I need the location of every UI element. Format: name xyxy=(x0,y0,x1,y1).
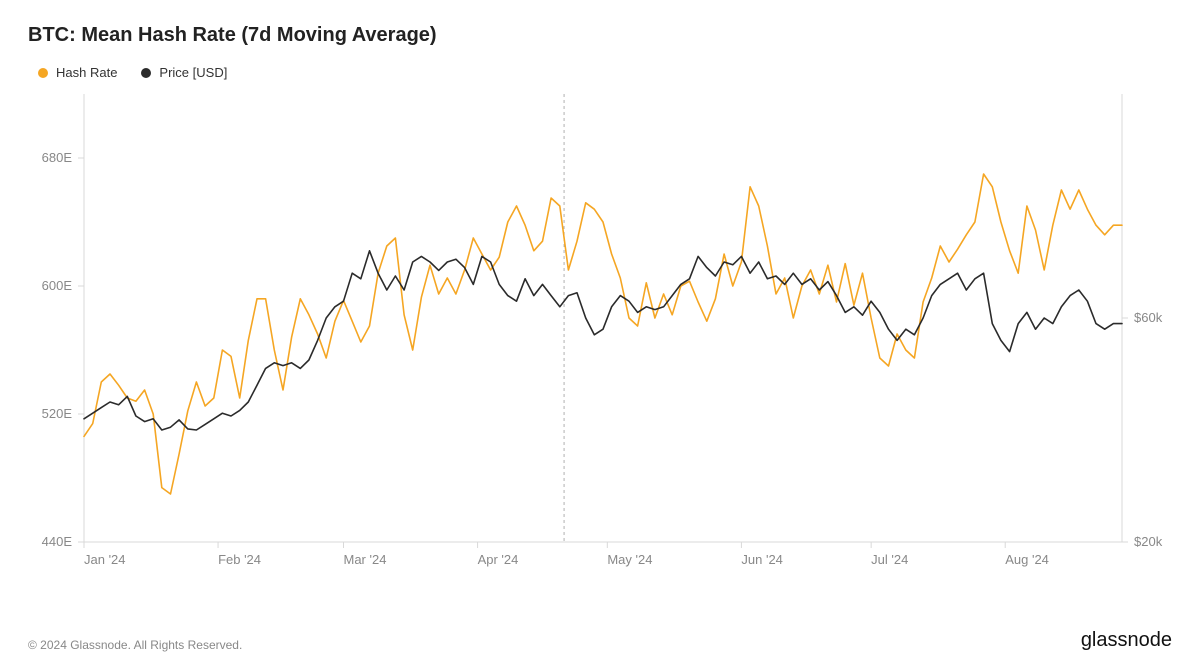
svg-text:Jun '24: Jun '24 xyxy=(741,552,783,567)
svg-text:Apr '24: Apr '24 xyxy=(478,552,519,567)
glassnode-logo: glassnode xyxy=(1081,629,1172,652)
legend-item-price: Price [USD] xyxy=(141,65,227,80)
svg-text:520E: 520E xyxy=(42,406,73,421)
svg-text:$60k: $60k xyxy=(1134,310,1163,325)
legend-dot-price xyxy=(141,68,151,78)
legend-label-hashrate: Hash Rate xyxy=(56,65,117,80)
svg-text:May '24: May '24 xyxy=(607,552,652,567)
legend-dot-hashrate xyxy=(38,68,48,78)
svg-text:$20k: $20k xyxy=(1134,534,1163,549)
svg-text:680E: 680E xyxy=(42,150,73,165)
svg-text:Aug '24: Aug '24 xyxy=(1005,552,1049,567)
line-chart: Jan '24 Feb '24 Mar '24 Apr '24 May '24 Jun '… xyxy=(28,86,1172,586)
svg-text:Mar '24: Mar '24 xyxy=(344,552,387,567)
copyright-text: © 2024 Glassnode. All Rights Reserved. xyxy=(28,638,242,652)
chart-area: Jan '24 Feb '24 Mar '24 Apr '24 May '24 Jun '… xyxy=(28,86,1172,586)
svg-text:Jan '24: Jan '24 xyxy=(84,552,126,567)
chart-title: BTC: Mean Hash Rate (7d Moving Average) xyxy=(28,24,1172,47)
svg-text:440E: 440E xyxy=(42,534,73,549)
svg-text:600E: 600E xyxy=(42,278,73,293)
legend-item-hashrate: Hash Rate xyxy=(38,65,117,80)
legend-label-price: Price [USD] xyxy=(159,65,227,80)
svg-text:Feb '24: Feb '24 xyxy=(218,552,261,567)
svg-text:Jul '24: Jul '24 xyxy=(871,552,908,567)
legend: Hash Rate Price [USD] xyxy=(38,65,1172,80)
